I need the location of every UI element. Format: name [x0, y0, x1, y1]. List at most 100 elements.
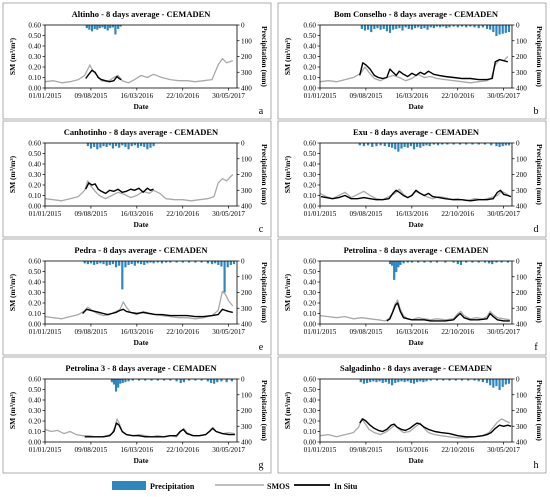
precipitation-bar — [387, 379, 391, 384]
precipitation-bar — [400, 143, 403, 149]
precipitation-bar — [220, 379, 223, 382]
date-tick-label: 30/05/2017 — [487, 328, 520, 336]
plot-frame — [44, 24, 238, 89]
precipitation-bar — [179, 379, 182, 383]
panel-title: Pedra - 8 days average - CEMADEN — [74, 245, 208, 255]
precipitation-bar — [425, 143, 428, 146]
precipitation-bar — [169, 261, 172, 263]
precipitation-bar — [384, 379, 387, 383]
precip-tick-label: 300 — [516, 305, 527, 313]
date-tick-label: 16/03/2016 — [120, 210, 153, 218]
precipitation-bar — [188, 261, 191, 263]
precipitation-bar — [225, 379, 228, 383]
precip-tick-label: 400 — [241, 85, 252, 93]
precipitation-bar — [358, 143, 361, 146]
precipitation-bar — [96, 261, 99, 265]
precip-tick-label: 300 — [241, 187, 252, 195]
plot-frame — [44, 260, 238, 325]
panel-border — [277, 356, 547, 474]
plot-frame — [319, 378, 513, 443]
precipitation-bar — [412, 143, 416, 150]
plot-frame — [44, 142, 238, 207]
panel-h: Salgadinho - 8 days average - CEMADEN 0.0… — [277, 356, 547, 474]
sm-tick-label: 0.60 — [28, 22, 41, 30]
precipitation-bar — [371, 143, 374, 147]
precipitation-bar — [367, 25, 370, 30]
sm-tick-label: 0.00 — [28, 321, 41, 329]
precipitation-bar — [454, 379, 457, 381]
precipitation-bar — [492, 379, 495, 388]
precipitation-bar — [226, 261, 229, 268]
y-axis-title-right: Precipitation (mm) — [535, 262, 544, 323]
sm-tick-label: 0.20 — [28, 64, 41, 72]
plot-frame — [319, 260, 513, 325]
precipitation-bar — [375, 143, 378, 147]
precipitation-bar — [99, 143, 102, 148]
precipitation-bar — [485, 379, 489, 383]
legend-smos-label: SMOS — [267, 482, 290, 491]
precipitation-bar — [214, 261, 217, 264]
precipitation-bar — [140, 261, 143, 265]
date-tick-label: 09/08/2015 — [350, 446, 383, 454]
sm-tick-label: 0.40 — [303, 279, 316, 287]
precipitation-bar — [118, 143, 121, 148]
precip-tick-label: 200 — [516, 171, 527, 179]
date-tick-label: 01/01/2015 — [29, 92, 62, 100]
precipitation-bar — [114, 261, 118, 268]
precipitation-bar — [121, 379, 124, 383]
precip-tick-label: 400 — [516, 203, 527, 211]
precipitation-bar — [416, 379, 419, 383]
y-axis-title-left: SM (m³/m³) — [283, 37, 292, 75]
precipitation-bar — [481, 25, 484, 28]
precipitation-bar — [118, 261, 121, 266]
precipitation-bar — [102, 261, 105, 265]
precipitation-bar — [136, 261, 140, 264]
precipitation-bar — [209, 379, 213, 383]
precipitation-bar — [477, 143, 480, 145]
precipitation-bar — [162, 379, 166, 381]
precipitation-bar — [156, 379, 159, 381]
precip-tick-label: 200 — [241, 289, 252, 297]
precipitation-bar — [501, 143, 504, 147]
precipitation-bar — [83, 261, 86, 264]
date-tick-label: 09/08/2015 — [350, 328, 383, 336]
precipitation-bar — [435, 261, 439, 263]
precipitation-bar — [404, 25, 407, 28]
date-tick-label: 22/10/2016 — [166, 210, 199, 218]
precipitation-bar — [425, 379, 428, 382]
precipitation-bar — [460, 379, 464, 381]
precipitation-bar — [409, 143, 412, 147]
precipitation-bar — [152, 261, 155, 264]
sm-tick-label: 0.20 — [28, 300, 41, 308]
precip-tick-label: 200 — [516, 289, 527, 297]
precipitation-bar — [363, 25, 367, 31]
panels-group: Altinho - 8 days average - CEMADEN 0.00 0.… — [2, 2, 547, 474]
sm-tick-label: 0.00 — [28, 439, 41, 447]
panel-letter: c — [259, 224, 264, 235]
precipitation-bar — [489, 25, 492, 30]
precipitation-bar — [428, 143, 431, 147]
x-axis-title: Date — [409, 338, 425, 347]
precipitation-bar — [488, 261, 491, 264]
precipitation-bar — [412, 379, 416, 384]
sm-tick-label: 0.10 — [303, 310, 316, 318]
sm-tick-label: 0.40 — [28, 43, 41, 51]
precipitation-bar — [200, 261, 203, 263]
sm-tick-label: 0.50 — [303, 268, 316, 276]
precip-tick-label: 0 — [241, 258, 245, 266]
sm-tick-label: 0.00 — [28, 85, 41, 93]
precipitation-bar — [471, 261, 474, 263]
x-axis-title: Date — [409, 102, 425, 111]
date-tick-label: 01/01/2015 — [304, 328, 337, 336]
precipitation-bar — [98, 25, 101, 29]
precipitation-bar — [423, 25, 426, 29]
precipitation-bar — [429, 261, 432, 263]
precipitation-bar — [152, 143, 155, 147]
precipitation-bar — [465, 261, 468, 263]
precipitation-bar — [169, 379, 172, 381]
x-axis-title: Date — [134, 338, 150, 347]
sm-tick-label: 0.10 — [303, 74, 316, 82]
precipitation-bar — [140, 143, 143, 147]
precip-tick-label: 0 — [516, 140, 520, 148]
date-tick-label: 30/05/2017 — [487, 92, 520, 100]
